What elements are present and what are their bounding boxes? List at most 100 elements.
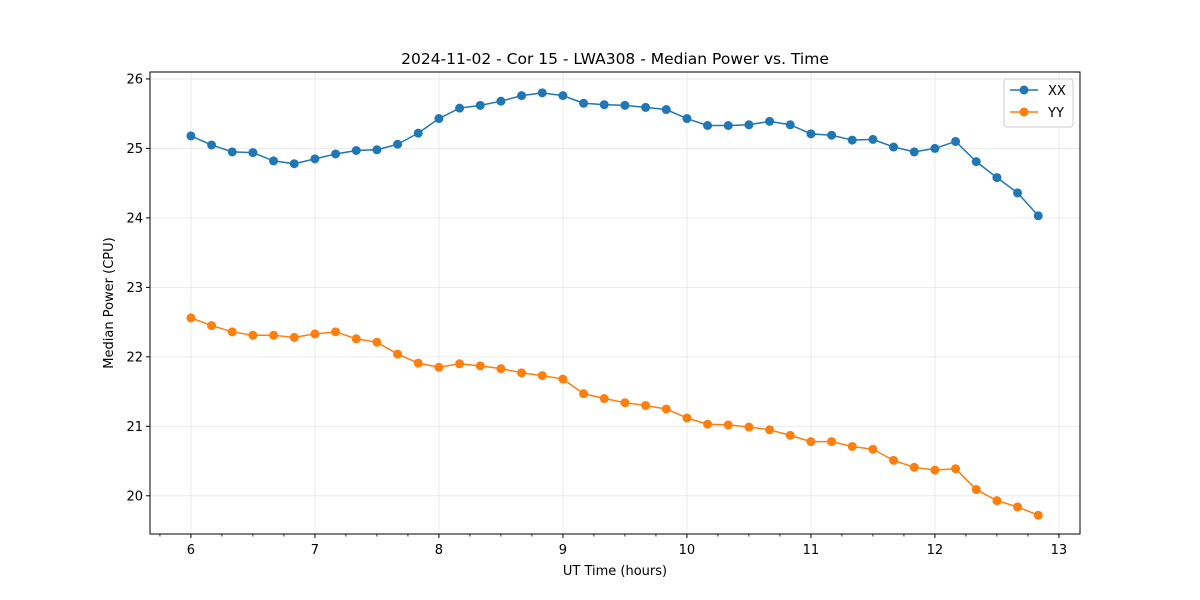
x-tick-label: 12 bbox=[927, 543, 944, 558]
data-point-yy bbox=[351, 334, 361, 344]
data-point-xx bbox=[207, 140, 217, 150]
data-point-xx bbox=[827, 130, 837, 140]
data-point-yy bbox=[579, 389, 589, 399]
data-point-yy bbox=[558, 374, 568, 384]
y-axis-label: Median Power (CPU) bbox=[102, 237, 117, 368]
data-point-xx bbox=[1013, 188, 1023, 198]
x-tick-label: 8 bbox=[435, 543, 443, 558]
x-tick-label: 11 bbox=[803, 543, 820, 558]
data-point-yy bbox=[517, 368, 527, 378]
data-point-xx bbox=[744, 120, 754, 130]
data-point-xx bbox=[269, 156, 279, 166]
data-point-xx bbox=[723, 120, 733, 130]
data-point-xx bbox=[227, 147, 237, 157]
data-point-xx bbox=[579, 98, 589, 108]
data-point-yy bbox=[992, 496, 1002, 506]
data-point-yy bbox=[827, 437, 837, 447]
data-point-xx bbox=[186, 131, 196, 141]
data-point-xx bbox=[455, 103, 465, 113]
data-point-xx bbox=[289, 159, 299, 169]
data-point-yy bbox=[951, 464, 961, 474]
y-tick-label: 26 bbox=[126, 72, 143, 87]
data-point-xx bbox=[413, 128, 423, 138]
data-point-yy bbox=[868, 444, 878, 454]
data-point-xx bbox=[537, 88, 547, 98]
legend-label-yy: YY bbox=[1047, 106, 1064, 121]
data-point-yy bbox=[889, 455, 899, 465]
data-point-yy bbox=[248, 330, 258, 340]
data-point-yy bbox=[455, 359, 465, 369]
data-point-yy bbox=[475, 361, 485, 371]
y-tick-label: 22 bbox=[126, 350, 143, 365]
data-point-xx bbox=[806, 129, 816, 139]
x-axis-label: UT Time (hours) bbox=[563, 564, 667, 579]
data-point-yy bbox=[723, 420, 733, 430]
data-point-xx bbox=[703, 120, 713, 130]
y-tick-label: 25 bbox=[126, 142, 143, 157]
data-point-xx bbox=[889, 142, 899, 152]
data-point-xx bbox=[661, 105, 671, 115]
data-point-xx bbox=[248, 148, 258, 158]
data-point-xx bbox=[930, 143, 940, 153]
series-layer bbox=[186, 88, 1043, 520]
data-point-xx bbox=[785, 120, 795, 130]
data-point-xx bbox=[558, 91, 568, 101]
data-point-yy bbox=[289, 332, 299, 342]
data-point-xx bbox=[909, 147, 919, 157]
legend: XX YY bbox=[1003, 78, 1074, 128]
y-tick-label: 20 bbox=[126, 489, 143, 504]
x-tick-label: 9 bbox=[559, 543, 567, 558]
data-point-xx bbox=[372, 145, 382, 155]
legend-label-xx: XX bbox=[1048, 84, 1066, 99]
data-point-xx bbox=[496, 96, 506, 106]
data-point-yy bbox=[641, 400, 651, 410]
data-point-yy bbox=[785, 430, 795, 440]
data-point-xx bbox=[599, 100, 609, 110]
data-point-yy bbox=[393, 349, 403, 359]
data-point-yy bbox=[496, 364, 506, 374]
data-point-xx bbox=[992, 173, 1002, 183]
x-tick-label: 10 bbox=[679, 543, 696, 558]
data-point-yy bbox=[434, 362, 444, 372]
data-point-yy bbox=[765, 425, 775, 435]
grid bbox=[150, 72, 1080, 534]
data-point-xx bbox=[331, 149, 341, 159]
data-point-yy bbox=[930, 465, 940, 475]
data-point-yy bbox=[682, 413, 692, 423]
y-tick-label: 21 bbox=[126, 420, 143, 435]
data-point-yy bbox=[661, 404, 671, 414]
y-tick-label: 23 bbox=[126, 281, 143, 296]
data-point-xx bbox=[517, 91, 527, 101]
x-tick-label: 7 bbox=[311, 543, 319, 558]
data-point-xx bbox=[393, 139, 403, 149]
data-point-yy bbox=[1033, 510, 1043, 520]
data-point-yy bbox=[1013, 502, 1023, 512]
data-point-yy bbox=[413, 358, 423, 368]
data-point-xx bbox=[1033, 211, 1043, 221]
plot-frame bbox=[149, 71, 1081, 535]
data-point-yy bbox=[971, 485, 981, 495]
data-point-yy bbox=[269, 330, 279, 340]
data-point-yy bbox=[806, 437, 816, 447]
x-tick-label: 13 bbox=[1051, 543, 1068, 558]
data-point-yy bbox=[537, 371, 547, 381]
data-point-xx bbox=[310, 154, 320, 164]
y-tick-label: 24 bbox=[126, 211, 143, 226]
data-point-xx bbox=[868, 134, 878, 144]
data-point-xx bbox=[620, 100, 630, 110]
legend-marker-yy bbox=[1019, 107, 1029, 117]
data-point-xx bbox=[434, 114, 444, 124]
data-point-yy bbox=[620, 398, 630, 408]
data-point-yy bbox=[744, 422, 754, 432]
x-tick-label: 6 bbox=[187, 543, 195, 558]
axis-ticks: 6 7 8 9 10 11 12 13 20 21 22 23 24 25 26 bbox=[126, 72, 1067, 558]
chart-title: 2024-11-02 - Cor 15 - LWA308 - Median Po… bbox=[401, 50, 829, 68]
data-point-yy bbox=[703, 419, 713, 429]
data-point-xx bbox=[847, 135, 857, 145]
legend-marker-xx bbox=[1019, 85, 1029, 95]
data-point-yy bbox=[186, 313, 196, 323]
data-point-yy bbox=[310, 329, 320, 339]
data-point-yy bbox=[372, 337, 382, 347]
data-point-yy bbox=[599, 394, 609, 404]
